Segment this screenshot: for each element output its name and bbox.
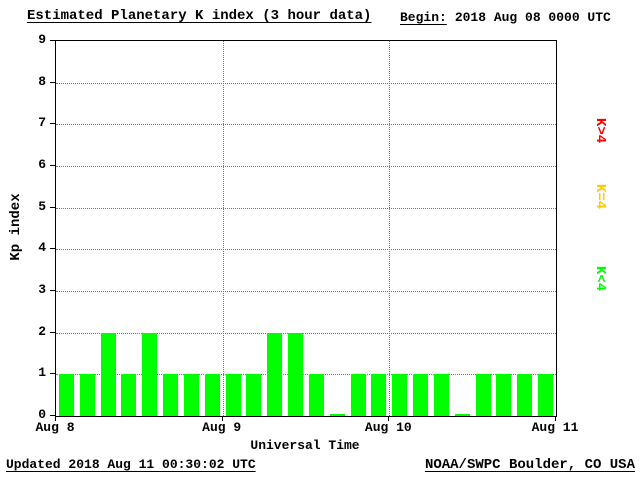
kp-bar: [246, 374, 262, 416]
kp-bar: [517, 374, 533, 416]
y-axis-title: Kp index: [8, 193, 24, 261]
kp-bar: [392, 374, 408, 416]
y-tick-label: 5: [38, 198, 46, 214]
kp-bar: [454, 414, 470, 416]
x-tick-label: Aug 9: [202, 420, 242, 435]
kp-bar: [100, 332, 116, 416]
gridline-horizontal: [56, 82, 556, 84]
gridline-horizontal: [56, 207, 556, 209]
begin-label: Begin:: [400, 10, 447, 25]
y-tick-label: 3: [38, 282, 46, 297]
gridline-vertical: [389, 41, 391, 416]
y-tick-label: 9: [38, 32, 46, 47]
begin-annotation: Begin: 2018 Aug 08 0000 UTC: [400, 10, 611, 25]
kp-bar: [121, 374, 137, 416]
kp-bar: [183, 374, 199, 416]
x-tick-label: Aug 11: [531, 420, 579, 435]
x-axis-title: Universal Time: [250, 438, 360, 453]
kp-bar: [79, 374, 95, 416]
chart-title: Estimated Planetary K index (3 hour data…: [27, 8, 372, 24]
kp-bar: [350, 374, 366, 416]
y-tick-label: 7: [38, 115, 46, 131]
gridline-horizontal: [56, 166, 556, 167]
kp-bar: [371, 374, 387, 416]
y-tick-label: 0: [38, 407, 46, 422]
kp-bar: [204, 374, 220, 416]
credit-text: NOAA/SWPC Boulder, CO USA: [424, 457, 635, 473]
kp-bar: [142, 332, 158, 416]
kp-bar: [225, 374, 241, 416]
y-tick-label: 6: [38, 157, 46, 172]
kp-bar: [475, 374, 491, 416]
x-tick-label: Aug 8: [35, 420, 75, 435]
kp-bar: [267, 332, 283, 416]
y-tick-label: 4: [38, 240, 46, 256]
y-tick-label: 1: [38, 365, 46, 381]
legend-k-lt-4: K<4: [592, 266, 608, 292]
y-tick-label: 2: [38, 323, 46, 339]
kp-bar: [433, 374, 449, 416]
kp-bar: [538, 374, 554, 416]
x-tick-label: Aug 10: [364, 420, 412, 435]
gridline-horizontal: [56, 332, 556, 334]
kp-bar: [58, 374, 74, 416]
y-tick-label: 8: [38, 73, 46, 89]
gridline-horizontal: [56, 291, 556, 292]
gridline-horizontal: [56, 124, 556, 126]
updated-timestamp: Updated 2018 Aug 11 00:30:02 UTC: [6, 457, 256, 472]
plot-area: [55, 40, 557, 417]
gridline-horizontal: [56, 374, 556, 376]
kp-bar: [413, 374, 429, 416]
gridline-vertical: [222, 41, 224, 416]
kp-bar: [308, 374, 324, 416]
kp-bar: [496, 374, 512, 416]
kp-bar: [329, 414, 345, 416]
legend-k-eq-4: K=4: [592, 184, 608, 210]
begin-value: 2018 Aug 08 0000 UTC: [454, 10, 611, 25]
kp-bar: [163, 374, 179, 416]
gridline-horizontal: [56, 249, 556, 251]
legend-k-gt-4: K>4: [592, 118, 608, 144]
kp-bar: [288, 332, 304, 416]
